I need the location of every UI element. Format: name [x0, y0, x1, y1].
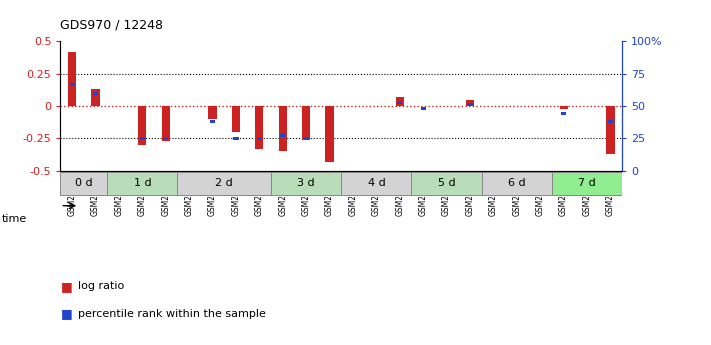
Text: ■: ■ — [60, 280, 73, 293]
Bar — [421, 107, 426, 110]
Text: 4 d: 4 d — [368, 178, 385, 188]
Text: 7 d: 7 d — [578, 178, 596, 188]
Bar — [482, 172, 552, 195]
Bar — [608, 120, 613, 123]
Bar — [302, 106, 310, 140]
Bar — [396, 97, 404, 106]
Bar — [138, 106, 146, 145]
Bar — [107, 172, 178, 195]
Bar — [412, 172, 482, 195]
Bar — [60, 172, 107, 195]
Bar — [208, 106, 217, 119]
Bar — [178, 172, 271, 195]
Bar — [304, 137, 309, 140]
Text: 6 d: 6 d — [508, 178, 525, 188]
Text: log ratio: log ratio — [78, 282, 124, 291]
Text: 2 d: 2 d — [215, 178, 233, 188]
Bar — [560, 106, 567, 109]
Text: 0 d: 0 d — [75, 178, 92, 188]
Text: 5 d: 5 d — [438, 178, 456, 188]
Bar — [233, 137, 239, 140]
Bar — [255, 106, 264, 149]
Bar — [93, 91, 98, 95]
Bar — [606, 106, 614, 154]
Text: GDS970 / 12248: GDS970 / 12248 — [60, 18, 164, 31]
Bar — [161, 106, 170, 141]
Bar — [466, 100, 474, 106]
Text: ■: ■ — [60, 307, 73, 321]
Bar — [68, 52, 76, 106]
Bar — [70, 82, 75, 86]
Bar — [561, 112, 566, 115]
Text: time: time — [2, 214, 28, 224]
Text: 1 d: 1 d — [134, 178, 151, 188]
Bar — [92, 89, 100, 106]
Bar — [140, 137, 145, 140]
Bar — [257, 137, 262, 140]
Bar — [341, 172, 412, 195]
Text: 3 d: 3 d — [297, 178, 315, 188]
Bar — [552, 172, 622, 195]
Bar — [210, 120, 215, 123]
Text: percentile rank within the sample: percentile rank within the sample — [78, 309, 266, 319]
Bar — [271, 172, 341, 195]
Bar — [279, 106, 287, 151]
Bar — [397, 101, 402, 104]
Bar — [232, 106, 240, 132]
Bar — [280, 134, 285, 137]
Bar — [326, 106, 333, 162]
Bar — [467, 103, 473, 106]
Bar — [163, 137, 169, 140]
